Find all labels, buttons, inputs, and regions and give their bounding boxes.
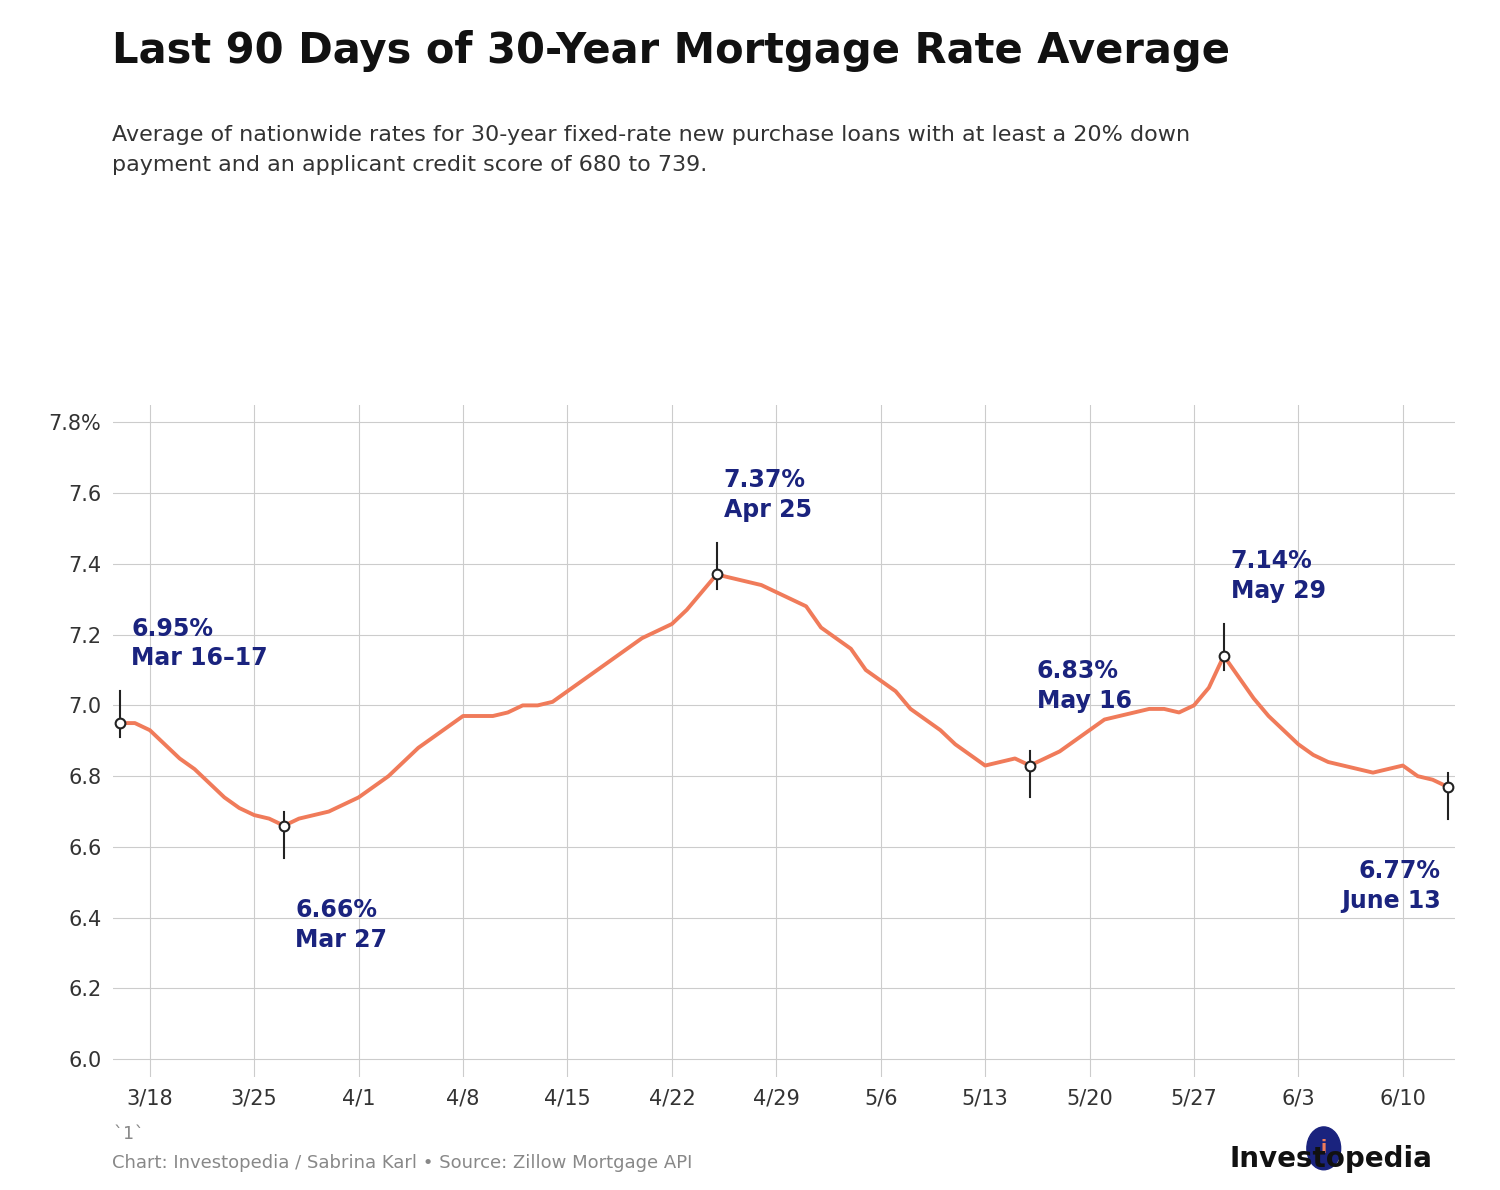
Text: Investopedia: Investopedia xyxy=(1230,1145,1432,1173)
Text: 6.77%
June 13: 6.77% June 13 xyxy=(1341,859,1440,913)
Text: 7.14%
May 29: 7.14% May 29 xyxy=(1230,550,1326,603)
Text: Average of nationwide rates for 30-year fixed-rate new purchase loans with at le: Average of nationwide rates for 30-year … xyxy=(112,125,1191,175)
Text: 7.37%
Apr 25: 7.37% Apr 25 xyxy=(723,468,812,521)
Circle shape xyxy=(1306,1127,1341,1170)
Text: 6.83%
May 16: 6.83% May 16 xyxy=(1036,659,1132,713)
Text: Chart: Investopedia / Sabrina Karl • Source: Zillow Mortgage API: Chart: Investopedia / Sabrina Karl • Sou… xyxy=(112,1154,693,1172)
Text: 6.95%
Mar 16–17: 6.95% Mar 16–17 xyxy=(130,616,267,670)
Text: Last 90 Days of 30-Year Mortgage Rate Average: Last 90 Days of 30-Year Mortgage Rate Av… xyxy=(112,30,1230,71)
Text: `1`: `1` xyxy=(112,1125,146,1142)
Text: 6.66%
Mar 27: 6.66% Mar 27 xyxy=(296,898,387,952)
Text: i: i xyxy=(1320,1139,1328,1158)
